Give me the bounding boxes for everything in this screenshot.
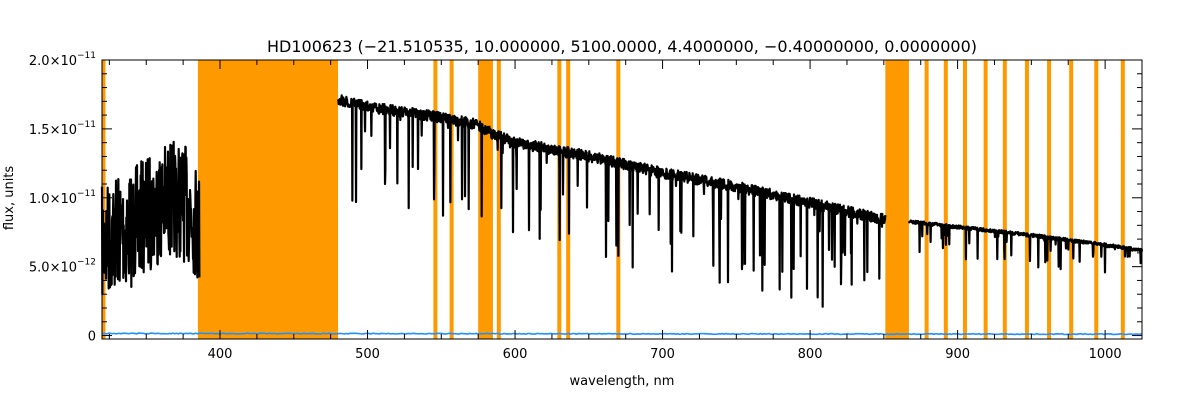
- masked-line: [924, 60, 929, 339]
- masked-line: [1024, 60, 1029, 339]
- y-axis: 0 5.0×10−12 1.0×10−11 1.5×10−11 2.0×10−11: [29, 51, 1142, 345]
- spectrum-line: [100, 140, 201, 296]
- y-tick-label: 2.0×10−11: [29, 51, 96, 69]
- masked-line: [1094, 60, 1099, 339]
- y-tick-label: 1.0×10−11: [29, 189, 96, 207]
- x-tick-label: 900: [945, 347, 970, 362]
- masked-line: [962, 60, 967, 339]
- masked-line: [1047, 60, 1052, 339]
- y-tick-label: 5.0×10−12: [29, 258, 96, 276]
- y-tick-label: 1.5×10−11: [29, 120, 96, 138]
- x-tick-label: 600: [503, 347, 528, 362]
- x-tick-label: 800: [798, 347, 823, 362]
- x-axis-label: wavelength, nm: [570, 374, 675, 389]
- spectrum-line: [907, 219, 1144, 274]
- x-tick-label: 500: [355, 347, 380, 362]
- x-tick-label: 400: [208, 347, 233, 362]
- y-tick-label: 0: [88, 330, 96, 345]
- spectrum-layer: [100, 94, 1144, 308]
- masked-line: [983, 60, 988, 339]
- masked-region: [197, 60, 339, 339]
- masked-line: [449, 60, 454, 339]
- masked-region: [885, 60, 909, 339]
- chart-title: HD100623 (−21.510535, 10.000000, 5100.00…: [267, 37, 977, 56]
- mask-layer: [101, 60, 1125, 339]
- masked-line: [496, 60, 501, 339]
- x-tick-label: 700: [650, 347, 675, 362]
- x-axis: 400 500 600 700 800 900 1000: [108, 60, 1143, 362]
- masked-line: [433, 60, 438, 339]
- masked-region: [478, 60, 493, 339]
- x-tick-label: 1000: [1089, 347, 1122, 362]
- error-layer: [101, 332, 1143, 336]
- spectrum-line: [336, 94, 887, 308]
- masked-line: [1069, 60, 1074, 339]
- masked-line: [1002, 60, 1007, 339]
- y-axis-label: flux, units: [2, 166, 17, 231]
- masked-line: [943, 60, 948, 339]
- plot-frame: [101, 59, 1143, 340]
- masked-line: [101, 60, 106, 339]
- error-line: [101, 332, 1143, 336]
- masked-line: [1120, 60, 1125, 339]
